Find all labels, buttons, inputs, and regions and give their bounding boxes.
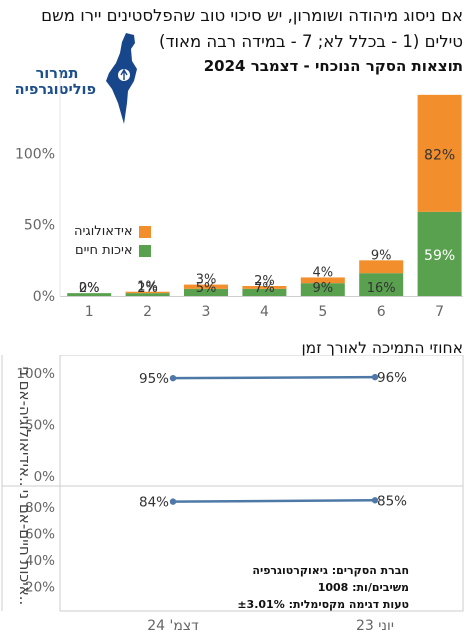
y-tick-label: 0% — [34, 469, 56, 485]
bar-life — [417, 211, 462, 296]
panel-y-label: איכות חיים-אם ני.. — [16, 490, 34, 606]
bar-ideology — [359, 260, 404, 274]
y-tick-label: 100% — [16, 366, 55, 382]
legend-label-ideology: אידאולוגיה — [74, 224, 133, 239]
x-tick-label: 3 — [202, 304, 211, 320]
data-label-life: 2% — [79, 281, 100, 296]
x-tick-label: 4 — [260, 304, 269, 320]
bar-ideology — [242, 286, 287, 289]
bar-life — [242, 288, 287, 296]
data-label-ideology: 1% — [137, 280, 158, 295]
survey-respondents: משיבים/ות: 1008 — [317, 581, 409, 594]
data-label-ideology: 4% — [312, 265, 333, 280]
y-tick-label: 50% — [24, 218, 55, 234]
data-label-life: 2% — [137, 281, 158, 296]
israel-map-icon — [106, 33, 137, 124]
data-label-ideology: 9% — [371, 248, 392, 263]
legend-swatch-life — [138, 244, 151, 257]
bar-ideology — [300, 277, 345, 284]
legend-item-life: איכות חיים — [74, 241, 151, 260]
data-label: 85% — [377, 493, 407, 509]
data-label-ideology: 0% — [79, 281, 100, 296]
y-tick-label: 50% — [25, 418, 55, 434]
bar-ideology — [417, 94, 462, 212]
data-point — [169, 498, 177, 505]
data-label-life: 7% — [254, 281, 275, 296]
legend-swatch-ideology — [138, 225, 151, 238]
x-tick-label: דצמ' 24 — [147, 618, 199, 634]
data-label-ideology: 82% — [424, 147, 455, 163]
data-label-ideology: 3% — [196, 273, 217, 288]
y-tick-label: 40% — [25, 553, 55, 569]
legend-label-life: איכות חיים — [75, 243, 133, 258]
bar-life — [184, 288, 228, 296]
series-line — [172, 375, 376, 380]
y-tick-label: 20% — [25, 580, 55, 596]
x-tick-label: 6 — [377, 304, 386, 320]
chart-subtitle: תוצאות הסקר הנוכחי - דצמבר 2024 — [203, 57, 463, 75]
stacked-bar-chart: 0%50%100%2%0%12%1%25%3%37%2%49%4%516%9%6… — [15, 72, 463, 320]
data-label-life: 16% — [367, 281, 396, 296]
line-chart: 0% 50% 100%אידיאולוגיה-אם ני.. 96% 95% 20% 40%… — [1, 355, 464, 634]
data-label-life: 59% — [424, 248, 455, 264]
legend-item-ideology: אידאולוגיה — [74, 222, 151, 241]
data-label-life: 5% — [196, 281, 217, 296]
data-point — [169, 374, 177, 382]
data-label-life: 9% — [312, 281, 333, 296]
y-tick-label: 0% — [33, 289, 55, 305]
survey-info: חברת הסקרים: גיאוקרטוגרפיה משיבים/ות: 10… — [237, 562, 409, 613]
survey-company: חברת הסקרים: גיאוקרטוגרפיה — [252, 564, 409, 577]
brand-logo: תמרור פוליטוגרפיה — [14, 66, 96, 98]
y-tick-label: 100% — [15, 146, 55, 162]
x-tick-label: 1 — [85, 304, 94, 320]
logo-line1: תמרור — [35, 66, 79, 82]
x-tick-label: 7 — [435, 304, 444, 320]
y-tick-label: 60% — [25, 527, 55, 543]
panel-y-label: אידיאולוגיה-אם ני.. — [16, 366, 34, 486]
bar-life — [67, 293, 112, 296]
line-chart-title: אחוזי התמיכה לאורך זמן — [301, 339, 463, 357]
data-label: 96% — [377, 370, 407, 386]
x-tick-label: יוני 23 — [356, 618, 394, 634]
data-label: 95% — [139, 371, 169, 387]
bar-life — [125, 293, 170, 296]
bar-ideology — [184, 284, 228, 289]
x-tick-label: 2 — [143, 304, 152, 320]
y-tick-label: 80% — [25, 500, 55, 516]
chart-title-line1: אם ניסוג מיהודה ושומרון, יש סיכוי טוב שה… — [41, 6, 463, 25]
line-chart-frame — [59, 355, 464, 612]
bar-life — [300, 283, 345, 296]
bar-ideology — [125, 291, 170, 294]
legend: אידאולוגיה איכות חיים — [74, 222, 151, 260]
data-point — [371, 497, 379, 504]
data-point — [371, 373, 379, 381]
data-label: 84% — [139, 495, 169, 511]
x-tick-label: 5 — [318, 304, 327, 320]
logo-line2: פוליטוגרפיה — [14, 82, 96, 98]
bar-life — [359, 273, 404, 296]
chart-title-line2: טילים (1 - בכלל לא; 7 - במידה רבה מאוד) — [159, 32, 463, 51]
series-line — [172, 499, 376, 503]
survey-margin-of-error: טעות דגימה מקסימלית: ±3.01% — [237, 598, 409, 611]
data-label-ideology: 2% — [254, 274, 275, 289]
